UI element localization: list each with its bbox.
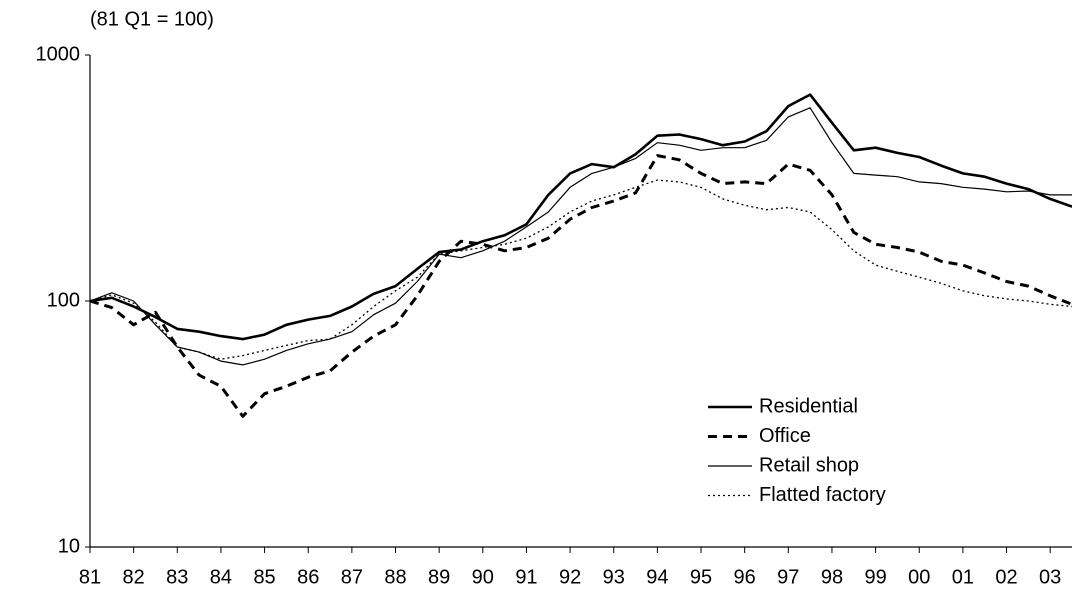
x-tick-label: 03	[1039, 566, 1061, 588]
legend-label: Office	[759, 425, 811, 447]
series-line	[89, 93, 1072, 341]
series-line	[89, 107, 1072, 366]
x-tick-label: 99	[864, 566, 886, 588]
x-tick-label: 83	[166, 566, 188, 588]
x-tick-label: 01	[952, 566, 974, 588]
x-tick-label: 97	[777, 566, 799, 588]
x-tick-label: 81	[79, 566, 101, 588]
x-tick-label: 86	[297, 566, 319, 588]
x-tick-label: 96	[734, 566, 756, 588]
x-tick-label: 89	[428, 566, 450, 588]
legend-label: Flatted factory	[759, 484, 886, 506]
y-tick-label: 100	[47, 289, 80, 311]
x-tick-label: 91	[515, 566, 537, 588]
x-tick-label: 92	[559, 566, 581, 588]
legend-label: Residential	[759, 395, 858, 417]
x-tick-label: 82	[123, 566, 145, 588]
x-tick-label: 94	[646, 566, 668, 588]
x-tick-label: 84	[210, 566, 232, 588]
x-tick-label: 90	[472, 566, 494, 588]
x-tick-label: 85	[253, 566, 275, 588]
series-line	[89, 154, 1072, 418]
x-tick-label: 00	[908, 566, 930, 588]
series-line	[89, 179, 1072, 360]
x-tick-label: 88	[384, 566, 406, 588]
x-tick-label: 93	[603, 566, 625, 588]
x-tick-label: 02	[995, 566, 1017, 588]
y-tick-label: 1000	[36, 43, 81, 65]
x-tick-label: 87	[341, 566, 363, 588]
x-tick-label: 98	[821, 566, 843, 588]
y-tick-label: 10	[58, 535, 80, 557]
x-tick-label: 95	[690, 566, 712, 588]
legend-label: Retail shop	[759, 454, 859, 476]
y-axis-label: (81 Q1 = 100)	[90, 8, 214, 30]
